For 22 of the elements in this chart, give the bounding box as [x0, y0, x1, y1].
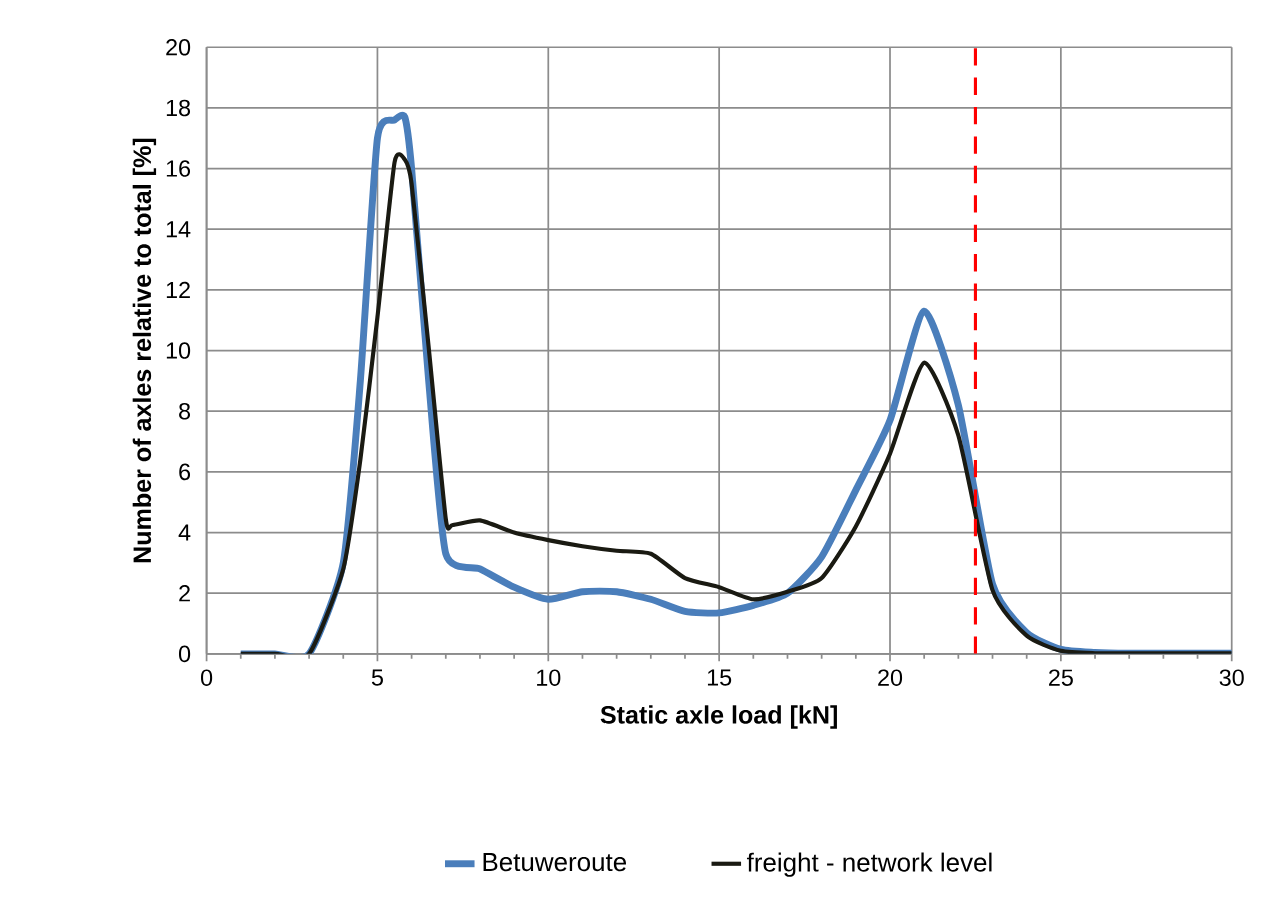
- y-tick-label: 18: [166, 99, 191, 117]
- legend-label: Betuweroute: [483, 853, 627, 872]
- legend-label: freight - network level: [746, 852, 992, 877]
- y-tick-label: 16: [166, 160, 191, 177]
- x-tick-label: 15: [707, 669, 732, 686]
- x-tick-label: 30: [1219, 669, 1244, 687]
- y-tick-label: 20: [166, 39, 191, 56]
- x-tick-label: 0: [201, 669, 213, 687]
- x-tick-label: 10: [537, 669, 561, 687]
- x-axis-title: Static axle load [kN]: [600, 705, 837, 729]
- y-tick-label: 8: [179, 403, 191, 420]
- y-tick-label: 2: [179, 585, 190, 602]
- y-axis-title: Number of axles relative to total [%]: [132, 138, 157, 563]
- x-tick-label: 25: [1049, 669, 1073, 687]
- y-tick-label: 6: [179, 463, 191, 481]
- y-tick-label: 0: [178, 645, 191, 663]
- y-tick-label: 4: [178, 524, 191, 541]
- y-tick-label: 14: [166, 221, 191, 238]
- y-tick-label: 10: [166, 342, 191, 359]
- y-tick-label: 12: [166, 281, 190, 299]
- x-tick-label: 20: [878, 669, 903, 687]
- x-tick-label: 5: [371, 669, 383, 686]
